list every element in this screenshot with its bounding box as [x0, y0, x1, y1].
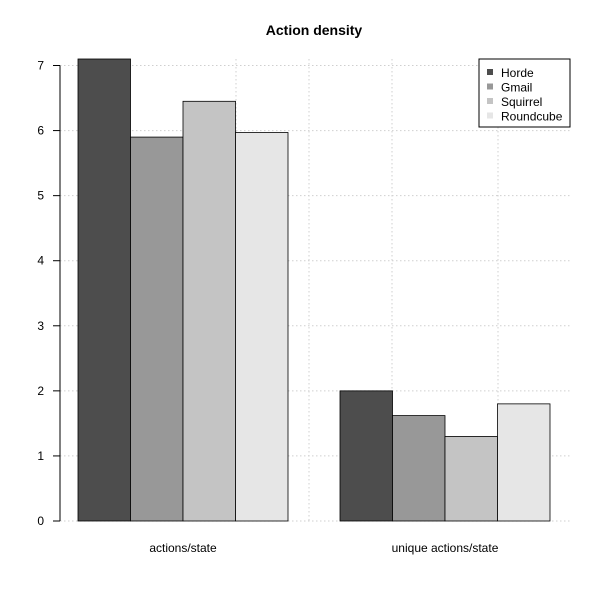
bar-gmail-2: [392, 415, 446, 522]
category-labels: actions/state unique actions/state: [149, 541, 498, 555]
legend-label-roundcube: Roundcube: [501, 110, 563, 124]
legend-label-gmail: Gmail: [501, 81, 532, 95]
y-tick-label: 6: [37, 124, 44, 138]
category-label: unique actions/state: [392, 541, 499, 555]
bar-gmail-1: [130, 136, 184, 522]
legend-swatch-horde: [487, 69, 493, 75]
legend-label-squirrel: Squirrel: [501, 95, 542, 109]
bar-squirrel-2: [444, 436, 498, 522]
y-tick-label: 5: [37, 189, 44, 203]
y-tick-label: 7: [37, 59, 44, 73]
bar-roundcube-2: [497, 403, 551, 522]
bar-horde-1: [77, 58, 131, 522]
chart-title: Action density: [266, 22, 363, 38]
y-tick-label: 1: [37, 449, 44, 463]
bars: [77, 58, 551, 522]
legend-swatch-gmail: [487, 83, 493, 90]
y-tick-label: 2: [37, 384, 44, 398]
y-tick-label: 4: [37, 254, 44, 268]
legend-swatch-roundcube: [487, 112, 493, 119]
bar-roundcube-1: [235, 132, 289, 522]
bar-horde-2: [339, 390, 393, 522]
y-tick-label: 3: [37, 319, 44, 333]
y-axis: 0 1 2 3 4 5 6 7: [37, 59, 61, 528]
y-tick-label: 0: [37, 514, 44, 528]
category-label: actions/state: [149, 541, 217, 555]
legend-swatch-squirrel: [487, 98, 493, 104]
legend-label-horde: Horde: [501, 66, 534, 80]
bar-squirrel-1: [182, 100, 236, 522]
legend-box: [478, 58, 571, 128]
